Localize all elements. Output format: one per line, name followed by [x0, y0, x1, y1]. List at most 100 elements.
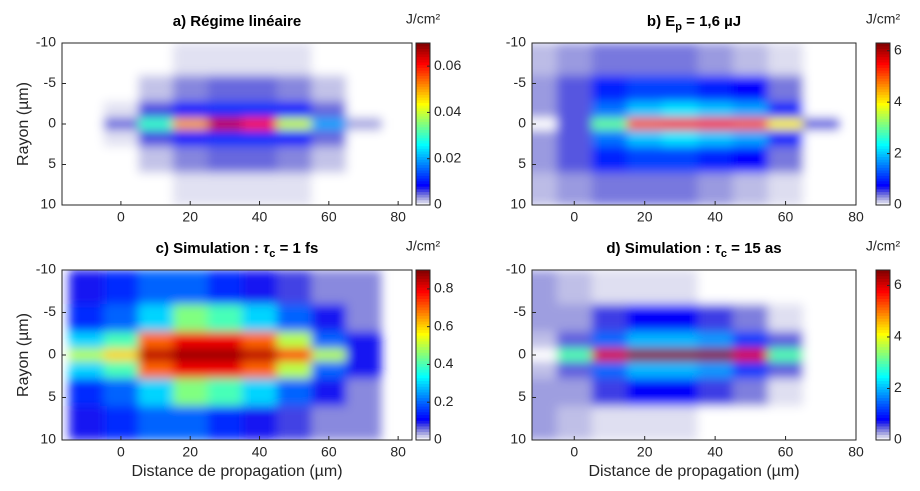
colorbar-swatch	[416, 186, 430, 190]
colorbar-swatch	[876, 107, 890, 112]
colorbar-swatch	[876, 309, 890, 314]
heatmap-cell	[662, 130, 699, 147]
heatmap-cell	[627, 304, 663, 333]
colorbar-swatch	[876, 295, 890, 299]
heatmap-cell	[207, 361, 243, 379]
y-tick-label: -10	[506, 261, 526, 277]
colorbar-swatch	[416, 78, 430, 82]
heatmap-cell	[732, 331, 769, 350]
colorbar-tick-label: 0.8	[434, 280, 454, 296]
heatmap-cell	[627, 101, 663, 119]
heatmap-cell	[591, 270, 628, 305]
heatmap-cell	[103, 406, 139, 440]
colorbar-swatch	[876, 59, 890, 63]
colorbar-swatch	[876, 298, 890, 302]
heatmap-cell	[311, 304, 347, 333]
y-tick-label: -5	[44, 303, 57, 319]
colorbar-swatch	[416, 357, 430, 362]
heatmap-cell	[103, 75, 139, 103]
colorbar-swatch	[416, 406, 430, 410]
heatmap-cell	[346, 75, 382, 103]
colorbar-swatch	[416, 51, 430, 55]
heatmap-cell	[803, 130, 839, 147]
colorbar-swatch	[416, 102, 430, 106]
heatmap-cell	[662, 378, 699, 407]
heatmap-cell	[138, 378, 174, 407]
heatmap-cell	[767, 172, 804, 205]
colorbar-swatch	[876, 352, 890, 356]
colorbar-swatch	[876, 366, 890, 370]
colorbar-swatch	[416, 278, 430, 282]
colorbar-swatch	[876, 161, 890, 166]
x-tick-label: 20	[637, 209, 653, 225]
colorbar-swatch	[416, 281, 430, 285]
heatmap-cell	[172, 406, 209, 440]
colorbar-swatch	[416, 137, 430, 141]
colorbar-swatch	[876, 417, 890, 421]
colorbar-swatch	[876, 113, 890, 117]
heatmap-clip	[532, 43, 839, 205]
colorbar-swatch	[416, 355, 430, 359]
colorbar-swatch	[876, 110, 890, 114]
colorbar-swatch	[416, 326, 430, 331]
colorbar-swatch	[876, 178, 890, 182]
heatmap-cell	[103, 304, 139, 333]
heatmap-cell	[276, 270, 313, 305]
colorbar-swatch	[416, 397, 430, 401]
heatmap-cell	[767, 304, 804, 333]
colorbar-swatch	[876, 159, 890, 163]
colorbar-tick-label: 0.2	[434, 393, 454, 409]
heatmap-cell	[346, 117, 382, 131]
heatmap-cell	[68, 304, 105, 333]
colorbar-swatch	[876, 196, 890, 201]
colorbar-swatch	[416, 366, 430, 370]
heatmap-cell	[767, 270, 804, 305]
heatmap-cell	[103, 146, 139, 174]
colorbar-swatch	[416, 315, 430, 319]
colorbar-swatch	[876, 72, 890, 76]
heatmap-cell	[627, 348, 663, 362]
colorbar-swatch	[876, 102, 890, 106]
colorbar-swatch	[876, 124, 890, 128]
chart-title: c) Simulation : τc = 1 fs	[156, 240, 319, 260]
colorbar-swatch	[416, 134, 430, 139]
colorbar-swatch	[876, 45, 890, 49]
x-tick-label: 20	[182, 444, 198, 460]
colorbar-frame	[875, 269, 891, 441]
heatmap-cell	[767, 146, 804, 174]
heatmap-cell	[276, 75, 313, 103]
colorbar-label: J/cm²	[866, 238, 901, 254]
colorbar-swatch	[876, 180, 890, 184]
x-tick-label: 40	[252, 444, 268, 460]
colorbar-tick-label: 0.06	[434, 57, 461, 73]
colorbar-swatch	[876, 272, 890, 277]
colorbar-swatch	[416, 321, 430, 325]
colorbar-swatch	[876, 105, 890, 109]
heatmap-cell	[732, 117, 769, 131]
heatmap-cell	[803, 331, 839, 350]
heatmap-cell	[242, 378, 278, 407]
colorbar-swatch	[416, 61, 430, 66]
colorbar-swatch	[876, 434, 890, 438]
heatmap-cell	[103, 361, 139, 379]
colorbar-swatch	[416, 180, 430, 184]
heatmap-cell	[207, 348, 243, 362]
colorbar-swatch	[876, 406, 890, 410]
heatmap-cell	[138, 270, 174, 305]
colorbar-swatch	[876, 397, 890, 401]
heatmap-cell	[172, 43, 209, 76]
heatmap-cell	[591, 117, 628, 131]
colorbar-swatch	[876, 88, 890, 93]
title-part: = 15 as	[727, 240, 782, 257]
y-tick-label: -10	[506, 34, 526, 50]
colorbar-swatch	[416, 105, 430, 109]
heatmap-cell	[103, 331, 139, 350]
heatmap-cell	[662, 304, 699, 333]
colorbar-swatch	[876, 437, 890, 441]
colorbar-swatch	[876, 151, 890, 155]
y-tick-label: -10	[36, 261, 56, 277]
heatmap-cell	[767, 378, 804, 407]
heatmap-cell	[627, 75, 663, 103]
colorbar-swatch	[876, 75, 890, 79]
colorbar-swatch	[876, 389, 890, 393]
